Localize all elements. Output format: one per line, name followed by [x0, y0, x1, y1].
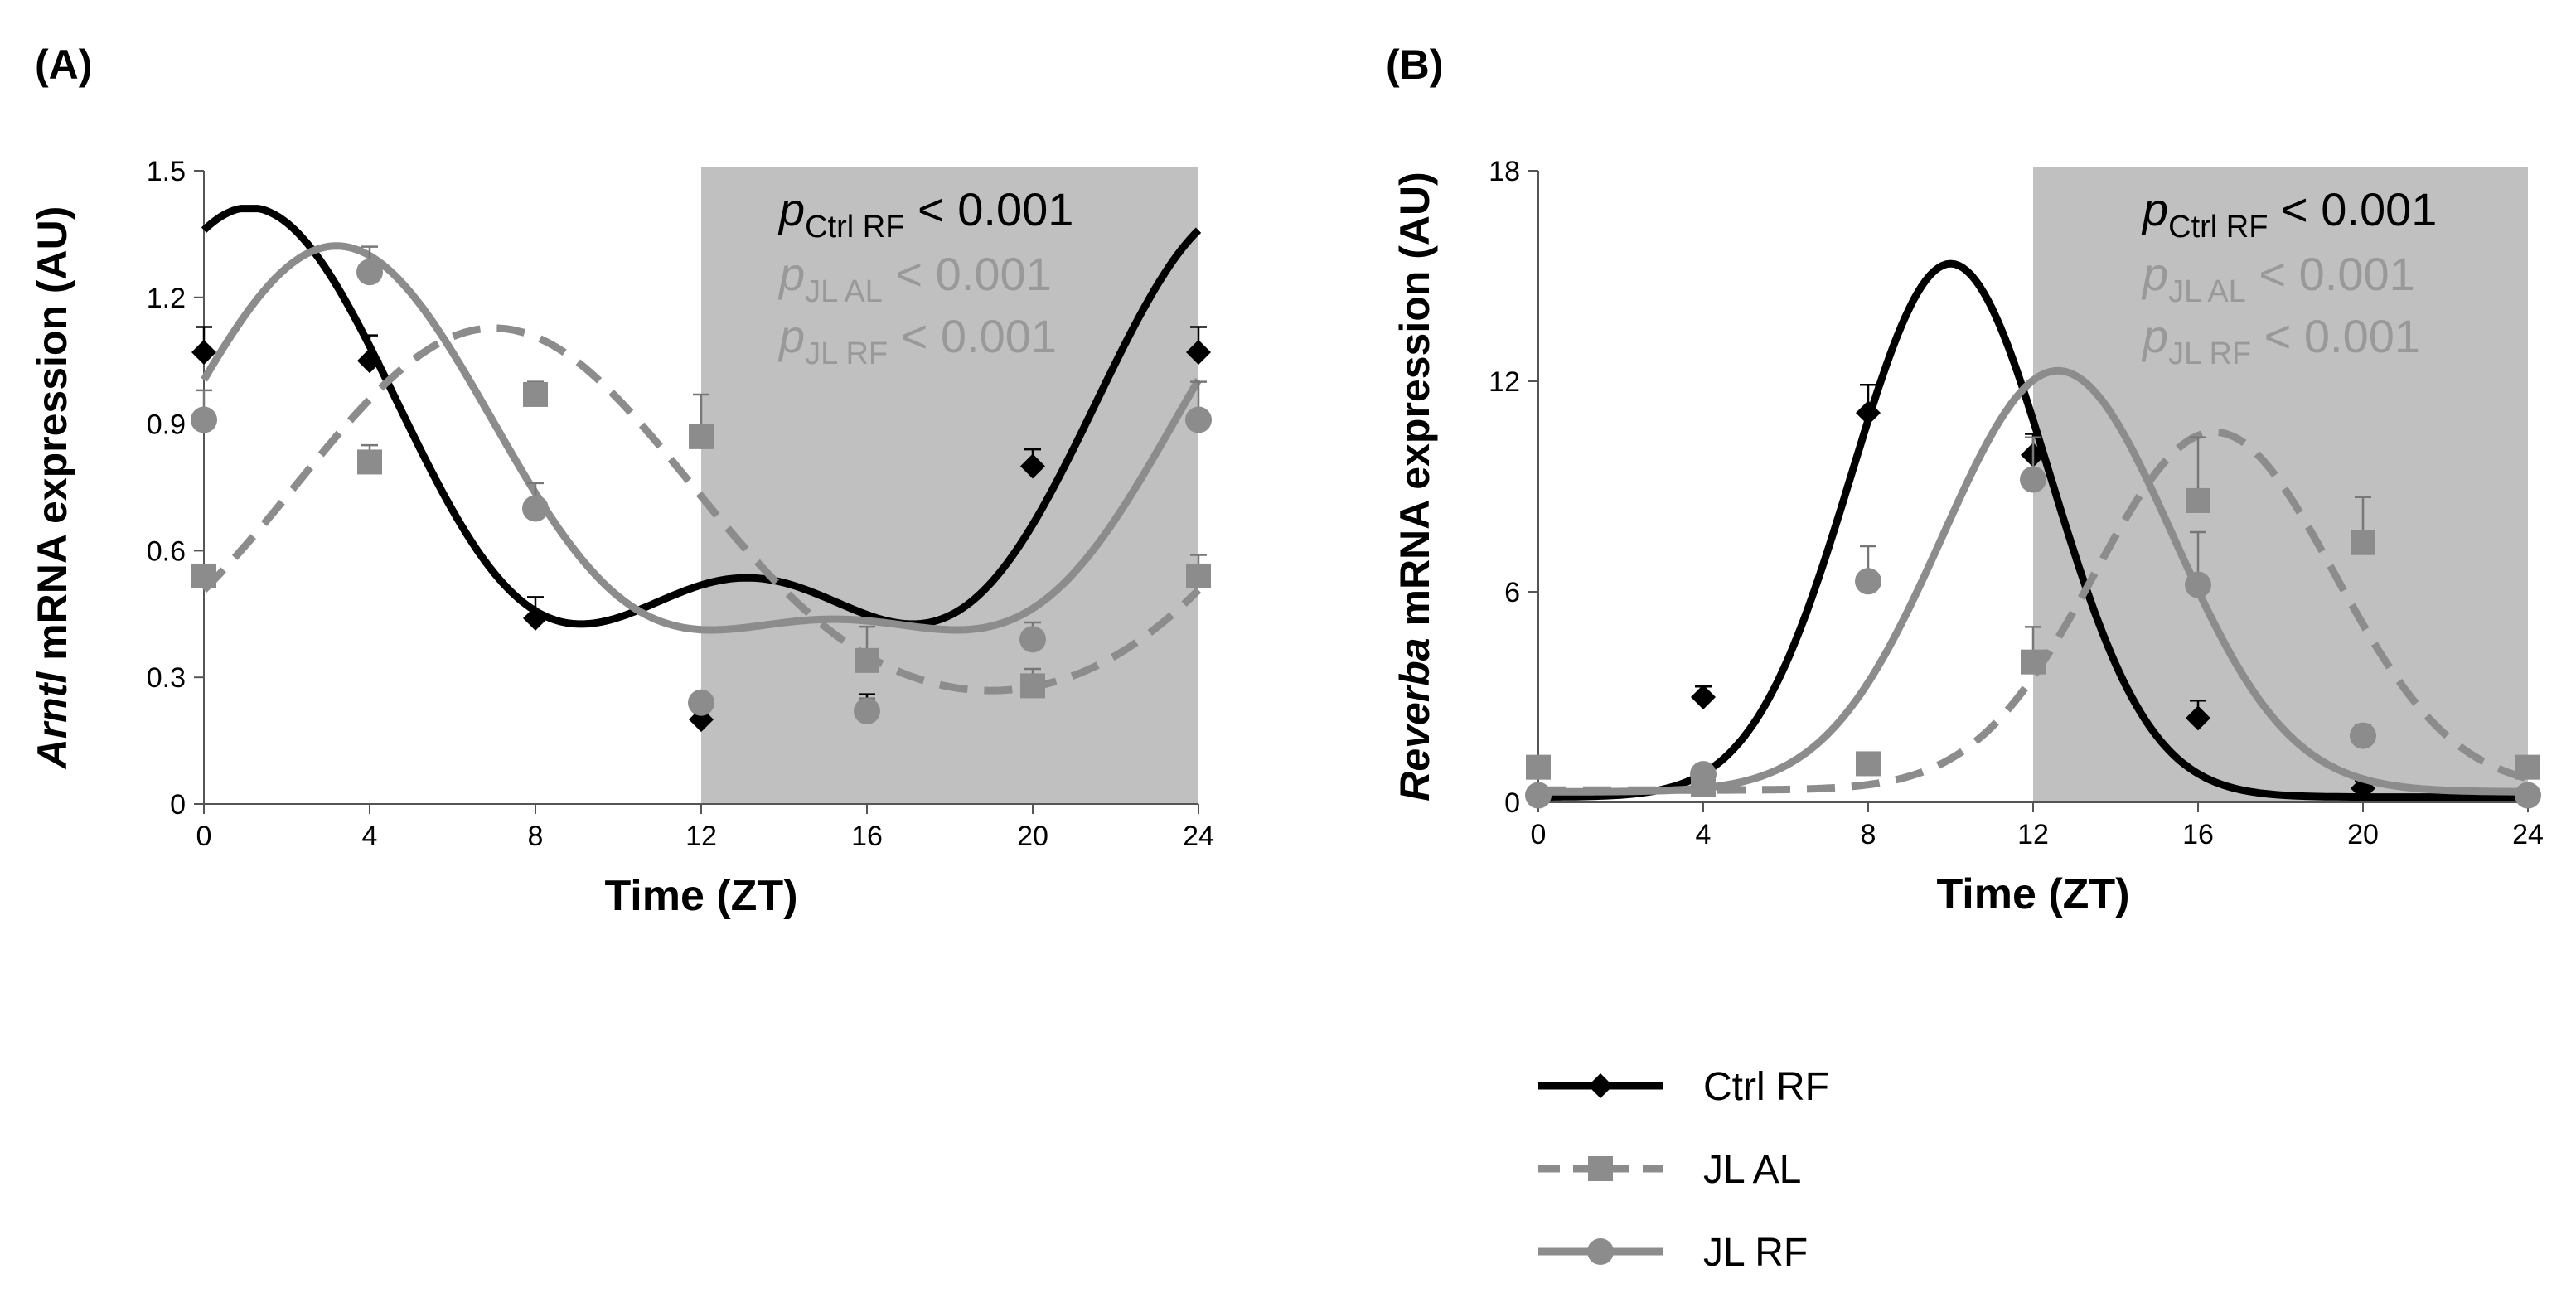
p-value-annotation: pJL AL < 0.001: [2141, 248, 2415, 309]
data-point: [1020, 673, 1045, 699]
y-tick-label: 0.9: [147, 409, 186, 441]
data-point: [1690, 761, 1717, 788]
data-point: [2350, 722, 2376, 749]
y-tick-label: 0.6: [147, 535, 186, 567]
legend-label: JL RF: [1703, 1231, 1808, 1275]
panel-label: (A): [35, 41, 92, 88]
data-point: [191, 340, 216, 366]
data-point: [2186, 487, 2210, 513]
data-point: [2515, 754, 2540, 780]
data-point: [523, 381, 548, 407]
y-tick-label: 6: [1504, 577, 1520, 608]
data-point: [1185, 406, 1212, 433]
p-value-annotation: pCtrl RF < 0.001: [777, 183, 1073, 245]
data-point: [1856, 751, 1881, 777]
legend-marker: [1587, 1238, 1614, 1265]
data-point: [1525, 782, 1552, 809]
y-tick-label: 0.3: [147, 662, 186, 694]
data-point: [2351, 530, 2375, 555]
data-point: [1186, 340, 1211, 366]
data-point: [1691, 685, 1716, 709]
dark-phase-shading: [701, 167, 1198, 804]
data-point: [1020, 453, 1045, 479]
series-jl-rf: [1525, 366, 2541, 809]
data-point: [1856, 400, 1881, 426]
data-point: [357, 348, 382, 374]
legend: Ctrl RF JL AL JL RF: [1538, 1065, 1829, 1275]
x-tick-label: 24: [1183, 821, 1214, 852]
fitted-curve: [1538, 428, 2530, 794]
data-point: [854, 697, 880, 724]
p-value-annotation: pCtrl RF < 0.001: [2141, 183, 2437, 245]
data-point: [689, 424, 714, 449]
x-tick-label: 8: [1861, 819, 1876, 850]
data-point: [357, 449, 382, 475]
y-tick-label: 0: [1504, 787, 1520, 819]
x-tick-label: 0: [1531, 819, 1547, 850]
data-point: [1186, 563, 1211, 588]
p-value-annotation: pJL RF < 0.001: [777, 310, 1057, 371]
p-value-annotation: pJL AL < 0.001: [777, 248, 1052, 309]
data-point: [523, 605, 548, 631]
x-tick-label: 16: [2182, 819, 2214, 850]
data-point: [191, 406, 217, 433]
data-point: [2021, 649, 2046, 675]
panel-label: (B): [1386, 41, 1443, 88]
legend-marker: [1588, 1156, 1613, 1181]
p-value-annotation: pJL RF < 0.001: [2141, 310, 2420, 371]
x-tick-label: 12: [2017, 819, 2049, 850]
x-tick-label: 12: [685, 821, 717, 852]
data-point: [1019, 626, 1046, 653]
legend-label: Ctrl RF: [1703, 1065, 1829, 1109]
data-point: [2186, 705, 2210, 731]
data-point: [522, 495, 549, 522]
x-axis-label: Time (ZT): [604, 872, 797, 920]
legend-entry-jl-rf: JL RF: [1538, 1231, 1808, 1275]
data-point: [356, 259, 383, 286]
data-point: [1855, 568, 1881, 595]
series-jl-rf: [191, 242, 1212, 724]
data-point: [2185, 571, 2211, 598]
y-tick-label: 1.2: [147, 283, 186, 314]
y-tick-label: 12: [1489, 366, 1520, 398]
x-axis-label: Time (ZT): [1936, 870, 2129, 918]
legend-entry-jl-al: JL AL: [1538, 1148, 1801, 1192]
panel-a-arntl: 0 0.3 0.6 0.9 1.2 1.5 0 4 8 12 16 20 24 (A) Time (ZT) A…: [29, 41, 1214, 920]
panel-b-reverba: 0 6 12 18 0 4 8 12 16 20 24 (B) Time (ZT) Reverba mRN…: [1386, 41, 2544, 918]
y-tick-label: 1.5: [147, 156, 186, 187]
data-point: [191, 563, 216, 588]
dark-phase-shading: [2033, 167, 2528, 802]
y-axis-label: Reverba mRNA expression (AU): [1392, 172, 1438, 801]
y-axis-label: Arntl mRNA expression (AU): [29, 206, 75, 771]
data-point: [2020, 466, 2046, 493]
y-tick-label: 18: [1489, 156, 1520, 187]
data-point: [1526, 754, 1551, 780]
x-tick-label: 24: [2512, 819, 2544, 850]
x-tick-label: 8: [528, 821, 544, 852]
data-point: [2515, 782, 2541, 809]
fitted-curve: [1538, 366, 2528, 796]
legend-marker: [1588, 1073, 1613, 1098]
x-tick-label: 0: [196, 821, 212, 852]
legend-label: JL AL: [1703, 1148, 1801, 1192]
x-tick-label: 20: [2347, 819, 2379, 850]
y-tick-label: 0: [170, 789, 186, 821]
x-tick-label: 20: [1017, 821, 1048, 852]
x-tick-label: 4: [1696, 819, 1712, 850]
legend-entry-ctrl-rf: Ctrl RF: [1538, 1065, 1829, 1109]
x-tick-label: 4: [362, 821, 378, 852]
series-jl-al: [191, 324, 1211, 699]
data-point: [688, 689, 714, 716]
data-point: [855, 647, 879, 673]
x-tick-label: 16: [851, 821, 883, 852]
